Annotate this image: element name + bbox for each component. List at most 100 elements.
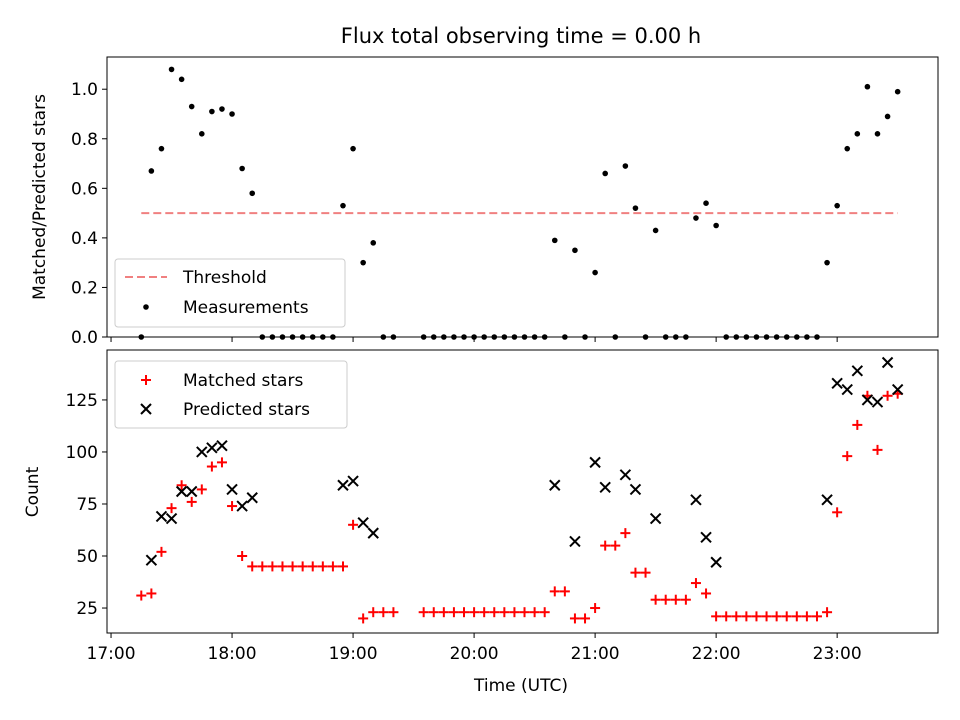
measurement-point — [602, 170, 608, 177]
matched-stars-point — [832, 507, 843, 518]
matched-stars-point — [297, 561, 308, 572]
predicted-stars-point-b — [569, 535, 581, 548]
matched-stars-point — [569, 613, 580, 624]
measurement-point — [441, 334, 447, 340]
matched-stars-point — [348, 519, 359, 530]
measurement-point — [733, 334, 740, 340]
measurement-point — [824, 259, 830, 266]
predicted-stars-point-b — [841, 383, 853, 396]
matched-stars-point — [136, 590, 147, 601]
matched-stars-point — [448, 607, 459, 618]
matched-stars-point — [499, 607, 510, 618]
measurement-point — [380, 334, 387, 340]
matched-stars-point — [489, 607, 500, 618]
count-y-tick-label: 50 — [76, 547, 98, 567]
measurement-point — [884, 113, 891, 120]
matched-stars-point — [822, 607, 833, 618]
measurement-point — [652, 227, 659, 234]
predicted-stars-point-b — [155, 510, 168, 523]
predicted-stars-point-b — [619, 469, 632, 481]
measurement-point — [461, 334, 467, 340]
measurement-point — [693, 215, 699, 221]
matched-stars-point — [842, 451, 853, 462]
measurement-point — [854, 131, 861, 137]
predicted-stars-point — [367, 527, 379, 539]
count-y-axis-label: Count — [23, 466, 43, 517]
matched-stars-point — [459, 607, 470, 618]
predicted-stars-point-b — [246, 492, 258, 504]
measurement-point — [279, 334, 286, 340]
measurement-point — [138, 334, 145, 340]
predicted-stars-point-b — [881, 356, 894, 369]
matched-stars-point — [388, 607, 399, 618]
matched-stars-point — [640, 567, 651, 578]
predicted-stars-point-b — [831, 377, 843, 390]
measurement-point — [390, 334, 397, 340]
matched-stars-point — [680, 594, 691, 605]
measurement-point — [572, 247, 578, 254]
predicted-stars-point — [700, 531, 712, 543]
matched-stars-point — [378, 607, 389, 618]
matched-stars-point — [529, 607, 540, 618]
matched-stars-point — [519, 607, 530, 618]
measurement-point — [249, 190, 256, 197]
matched-stars-point — [267, 561, 278, 572]
measurement-point — [340, 202, 346, 209]
measurement-point — [874, 131, 881, 137]
measurement-point — [703, 200, 709, 206]
measurement-point — [622, 163, 629, 169]
predicted-stars-point — [710, 556, 722, 568]
measurement-point — [370, 240, 377, 246]
measurement-point — [299, 334, 306, 340]
ratio-panel: 0.0 0.2 0.4 0.6 0.8 1.0 Matched/Predicted sta… — [30, 56, 939, 348]
measurement-point — [743, 334, 750, 340]
measurement-point — [259, 334, 266, 340]
predicted-stars-point — [599, 481, 611, 494]
predicted-stars-point — [206, 442, 218, 454]
measurement-point — [894, 88, 901, 95]
legend-matched-swatch — [141, 375, 151, 385]
predicted-stars-point-b — [226, 483, 238, 496]
legend-predicted-b — [140, 403, 152, 415]
matched-stars-point — [479, 607, 490, 618]
measurement-point — [582, 334, 588, 340]
predicted-stars-point-b — [891, 383, 904, 396]
predicted-stars-point — [851, 365, 864, 377]
matched-stars-point — [166, 503, 177, 514]
matched-stars-point — [237, 551, 248, 562]
legend-threshold-label: Threshold — [182, 268, 267, 288]
matched-stars-point — [771, 611, 782, 622]
matched-stars-point — [801, 611, 812, 622]
ratio-y-tick-label: 0.6 — [71, 179, 98, 199]
matched-stars-point — [670, 594, 681, 605]
ratio-legend: Threshold Measurements — [114, 258, 346, 328]
measurement-point — [521, 334, 528, 340]
matched-stars-point — [751, 611, 762, 622]
matched-stars-point — [247, 561, 258, 572]
predicted-stars-point — [226, 483, 238, 496]
matched-stars-point — [277, 561, 288, 572]
matched-stars-point — [287, 561, 298, 572]
predicted-stars-point-b — [690, 494, 702, 506]
count-x-tick-label: 23:00 — [813, 644, 862, 664]
measurement-point — [763, 334, 770, 340]
predicted-stars-point-b — [145, 554, 158, 566]
predicted-stars-point — [619, 469, 632, 481]
matched-stars-point — [590, 603, 601, 614]
matched-stars-point — [791, 611, 802, 622]
predicted-stars-point — [196, 446, 208, 458]
legend-predicted-label: Predicted stars — [183, 400, 310, 420]
matched-stars-point — [559, 586, 570, 597]
measurement-point — [491, 334, 498, 340]
matched-stars-point — [721, 611, 732, 622]
measurement-point — [481, 334, 487, 340]
measurement-point — [562, 334, 568, 340]
ratio-plot-area — [138, 66, 901, 340]
matched-stars-point — [701, 588, 712, 599]
measurement-point — [320, 334, 326, 340]
predicted-stars-point-b — [710, 556, 722, 568]
count-x-axis: 17:00 18:00 19:00 20:00 21:00 22:00 23:00 — [87, 633, 862, 664]
predicted-stars-point — [871, 396, 884, 408]
count-y-axis: 25 50 75 100 125 — [66, 391, 107, 619]
matched-stars-point — [711, 611, 722, 622]
